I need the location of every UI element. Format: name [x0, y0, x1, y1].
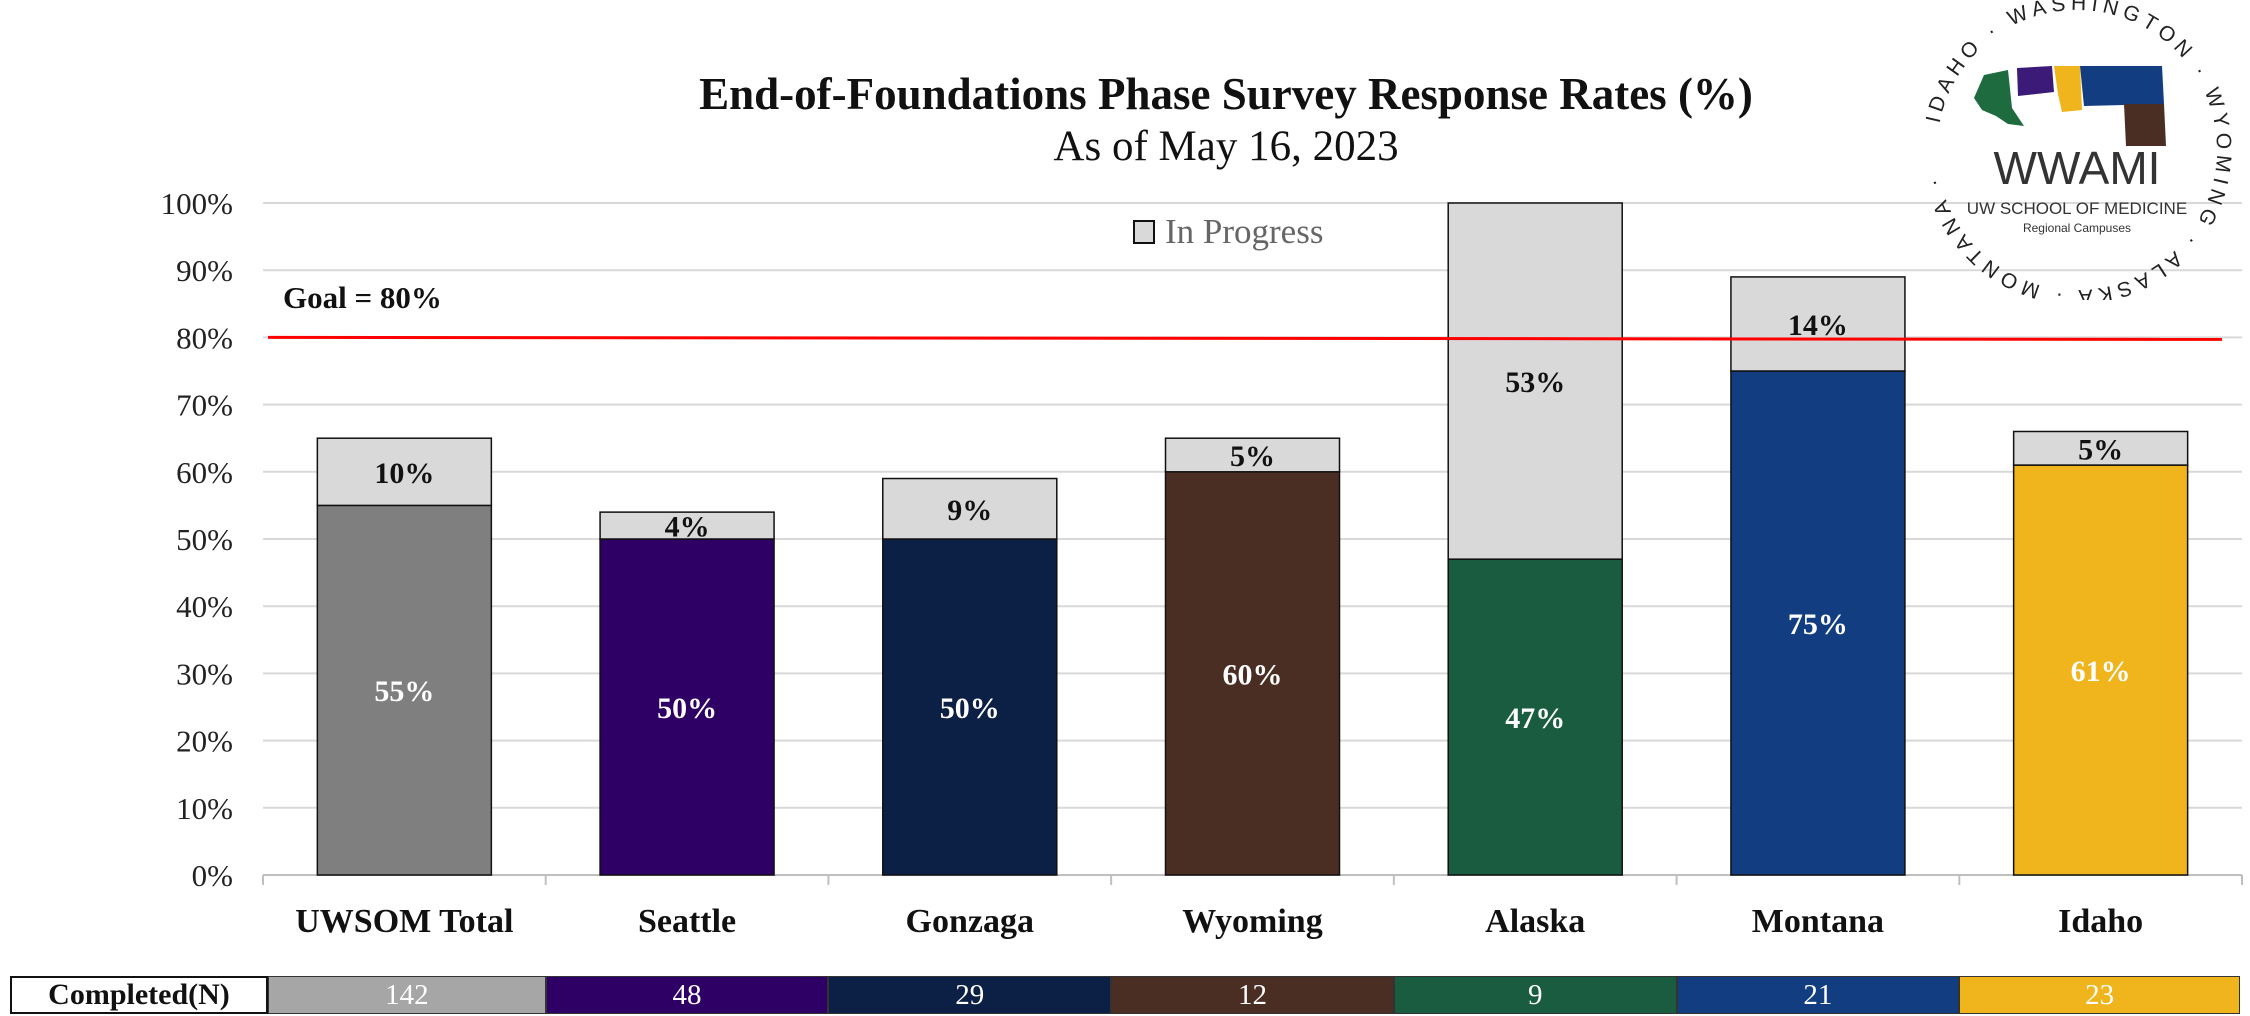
bar-in-progress-6 [2012, 430, 2189, 466]
goal-line [267, 335, 2223, 341]
data-label-completed-3: 60% [1223, 658, 1283, 691]
goal-label: Goal = 80% [283, 280, 442, 315]
bar-completed-3 [1164, 471, 1341, 876]
y-tick-label-6: 60% [176, 455, 233, 490]
wyoming-shape-icon [2124, 104, 2166, 146]
completed-cell-6: 23 [1959, 976, 2240, 1014]
y-tick-label-8: 80% [176, 320, 233, 355]
data-label-in-progress-1: 4% [665, 511, 710, 544]
completed-cell-4: 9 [1393, 976, 1677, 1014]
data-label-completed-0: 55% [374, 675, 434, 708]
bar-completed-5 [1730, 370, 1906, 876]
data-label-in-progress-3: 5% [1230, 440, 1275, 473]
legend-swatch-in-progress [1133, 220, 1155, 244]
y-tick-label-1: 10% [176, 791, 233, 826]
bar-completed-0 [316, 504, 493, 876]
washington-shape-icon [2017, 66, 2054, 96]
x-category-label-1: Seattle [638, 903, 736, 940]
completed-header: Completed(N) [10, 976, 268, 1014]
completed-cell-0: 142 [268, 976, 546, 1014]
y-tick-label-7: 70% [176, 388, 233, 423]
data-label-in-progress-2: 9% [947, 494, 992, 527]
completed-cell-1: 48 [545, 976, 829, 1014]
y-tick-label-0: 0% [192, 858, 233, 893]
bar-in-progress-4 [1447, 202, 1623, 560]
y-tick-label-2: 20% [176, 724, 233, 759]
bar-completed-6 [2012, 464, 2189, 876]
bar-in-progress-5 [1730, 276, 1906, 372]
x-category-label-5: Montana [1752, 903, 1884, 940]
x-category-label-0: UWSOM Total [295, 903, 513, 940]
logo-line1: UW SCHOOL OF MEDICINE [1967, 199, 2187, 218]
data-label-completed-1: 50% [657, 692, 717, 725]
bar-in-progress-2 [882, 477, 1058, 540]
y-tick-label-9: 90% [176, 253, 233, 288]
bar-in-progress-0 [316, 437, 493, 507]
y-tick-label-3: 30% [176, 656, 233, 691]
idaho-shape-icon [2054, 66, 2082, 112]
montana-shape-icon [2080, 66, 2164, 106]
completed-cell-5: 21 [1676, 976, 1960, 1014]
bar-in-progress-1 [599, 511, 775, 540]
data-label-completed-2: 50% [940, 692, 1000, 725]
y-tick-label-4: 40% [176, 589, 233, 624]
logo-name: WWAMI [1994, 142, 2161, 194]
data-label-in-progress-6: 5% [2078, 433, 2123, 466]
x-category-label-4: Alaska [1485, 903, 1585, 940]
bar-completed-4 [1447, 558, 1623, 876]
y-tick-label-5: 50% [176, 522, 233, 557]
alaska-shape-icon [1974, 70, 2024, 126]
data-label-in-progress-5: 14% [1788, 309, 1848, 342]
x-category-label-3: Wyoming [1182, 903, 1322, 940]
y-tick-label-10: 100% [161, 186, 233, 221]
bar-in-progress-3 [1164, 437, 1341, 473]
completed-table: Completed(N) 142 48 29 12 9 21 23 [10, 976, 2240, 1014]
wwami-logo: IDAHO · WASHINGTON · WYOMING · ALASKA · … [1921, 0, 2230, 300]
completed-cell-2: 29 [828, 976, 1112, 1014]
legend: In Progress [1133, 212, 1323, 252]
logo-line2: Regional Campuses [2023, 221, 2131, 235]
bar-completed-2 [882, 538, 1058, 876]
chart-title: End-of-Foundations Phase Survey Response… [699, 69, 1753, 119]
data-label-completed-6: 61% [2071, 655, 2131, 688]
completed-cell-3: 12 [1111, 976, 1394, 1014]
legend-label-in-progress: In Progress [1165, 212, 1324, 251]
data-label-in-progress-0: 10% [374, 457, 434, 490]
x-category-label-2: Gonzaga [906, 903, 1034, 940]
data-label-completed-5: 75% [1788, 608, 1848, 641]
x-category-label-6: Idaho [2058, 903, 2143, 940]
data-label-completed-4: 47% [1505, 702, 1565, 735]
data-label-in-progress-4: 53% [1505, 366, 1565, 399]
chart-subtitle: As of May 16, 2023 [1053, 123, 1399, 170]
